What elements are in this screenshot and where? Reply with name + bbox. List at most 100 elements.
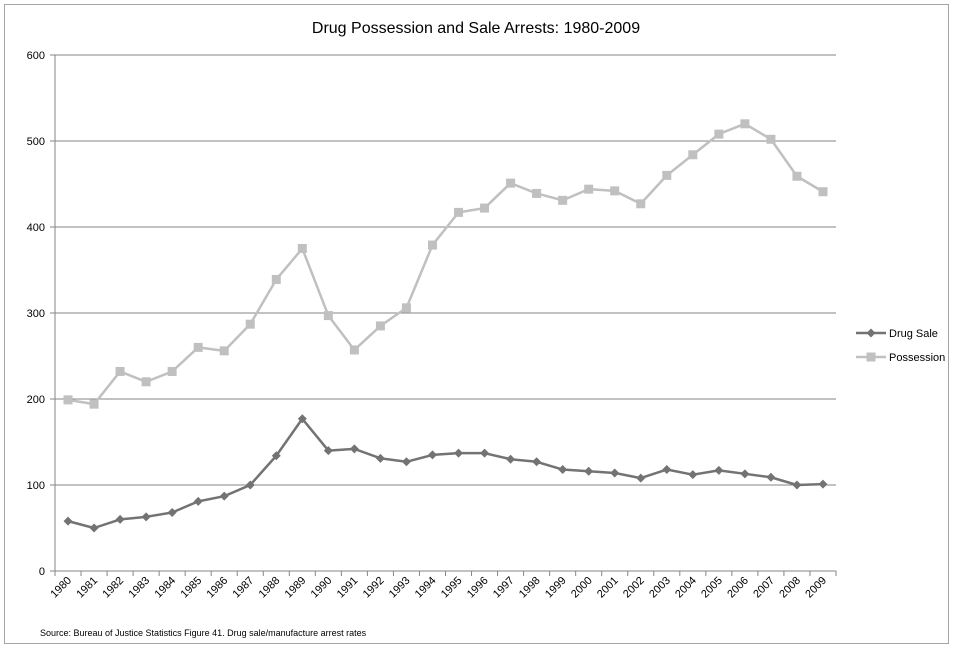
x-tick-label: 1982	[100, 575, 126, 601]
x-tick-label: 1994	[413, 575, 439, 601]
drug-sale-point	[610, 468, 620, 478]
x-tick-label: 2008	[777, 575, 803, 601]
possession-point	[245, 319, 255, 329]
drug-sale-point	[792, 480, 802, 490]
possession-point	[323, 311, 333, 321]
legend-drug-sale-marker	[866, 328, 876, 338]
possession-point	[297, 244, 307, 253]
x-tick-label: 1999	[543, 575, 569, 601]
x-tick-label: 1983	[126, 575, 152, 601]
x-tick-label: 1981	[74, 575, 100, 601]
possession-point	[558, 195, 568, 205]
y-tick-label: 400	[27, 222, 45, 234]
y-tick-label: 0	[39, 566, 45, 578]
possession-point	[115, 366, 125, 376]
possession-point	[193, 342, 203, 352]
drug-sale-point	[480, 448, 490, 458]
drug-sale-point	[219, 491, 229, 501]
possession-point	[63, 395, 73, 405]
drug-sale-point	[662, 465, 672, 475]
y-tick-label: 600	[27, 50, 45, 62]
y-tick-label: 500	[27, 136, 45, 148]
possession-point	[740, 119, 750, 129]
drug-sale-point	[401, 457, 411, 467]
drug-sale-point	[636, 473, 646, 483]
x-tick-label: 2007	[751, 575, 777, 601]
possession-point	[480, 203, 490, 213]
drug-sale-point	[63, 516, 73, 526]
chart-title: Drug Possession and Sale Arrests: 1980-2…	[312, 20, 640, 37]
x-tick-label: 1988	[257, 575, 283, 601]
possession-point	[766, 134, 776, 144]
x-tick-label: 2002	[621, 575, 647, 601]
possession-point	[532, 188, 542, 198]
x-tick-label: 2009	[803, 575, 829, 601]
drug-sale-point	[688, 470, 698, 480]
possession-point	[688, 150, 698, 160]
x-tick-label: 1996	[465, 575, 491, 601]
drug-sale-line	[67, 417, 824, 530]
source-note: Source: Bureau of Justice Statistics Fig…	[40, 628, 367, 638]
x-tick-label: 1998	[517, 575, 543, 601]
drug-sale-point	[740, 469, 750, 479]
possession-point	[167, 366, 177, 376]
possession-line	[67, 122, 824, 406]
possession-point	[349, 345, 359, 355]
x-tick-label: 2005	[699, 575, 725, 601]
x-tick-label: 2006	[725, 575, 751, 601]
possession-point	[792, 171, 802, 181]
y-tick-label: 100	[27, 480, 45, 492]
drug-sale-point	[115, 514, 125, 524]
drug-sale-point	[375, 453, 385, 463]
possession-point	[584, 184, 594, 194]
possession-point	[818, 187, 828, 197]
x-tick-label: 1993	[387, 575, 413, 601]
drug-sale-point	[766, 472, 776, 482]
drug-sale-point	[297, 414, 307, 424]
drug-sale-point	[323, 446, 333, 456]
drug-sale-point	[558, 465, 568, 475]
drug-sale-point	[454, 448, 464, 458]
possession-point	[636, 199, 646, 209]
legend-drug-sale-label: Drug Sale	[889, 328, 938, 340]
possession-point	[141, 377, 151, 387]
drug-sale-point	[167, 508, 177, 518]
possession-point	[271, 274, 281, 284]
x-tick-label: 1997	[491, 575, 517, 601]
y-tick-label: 300	[27, 308, 45, 320]
x-tick-label: 1984	[152, 575, 178, 601]
drug-sale-point	[714, 465, 724, 475]
drug-sale-point	[349, 444, 359, 454]
drug-sale-point	[506, 454, 516, 464]
x-tick-label: 1989	[283, 575, 309, 601]
x-tick-label: 1980	[48, 575, 74, 601]
possession-point	[427, 240, 437, 250]
x-tick-label: 1986	[205, 575, 231, 601]
x-tick-label: 2004	[673, 575, 699, 601]
possession-point	[454, 207, 464, 217]
drug-sale-point	[245, 480, 255, 490]
possession-point	[401, 303, 411, 313]
possession-point	[610, 186, 620, 196]
x-tick-label: 1987	[231, 575, 257, 601]
possession-point	[375, 321, 385, 331]
drug-sale-point	[271, 451, 281, 461]
x-tick-label: 2000	[569, 575, 595, 601]
drug-sale-point	[818, 479, 828, 489]
x-tick-label: 2001	[595, 575, 621, 601]
legend-possession-marker	[866, 352, 876, 362]
possession-point	[662, 170, 672, 180]
drug-sale-point	[89, 523, 99, 533]
drug-sale-point	[532, 457, 542, 467]
drug-sale-point	[141, 512, 151, 522]
legend-possession-label: Possession	[889, 352, 945, 364]
possession-point	[714, 129, 724, 139]
x-tick-label: 1990	[309, 575, 335, 601]
x-tick-label: 1991	[335, 575, 361, 601]
drug-sale-point	[584, 466, 594, 476]
possession-point	[219, 346, 229, 356]
y-tick-label: 200	[27, 394, 45, 406]
chart-frame	[4, 4, 949, 644]
drug-sale-point	[193, 496, 203, 506]
